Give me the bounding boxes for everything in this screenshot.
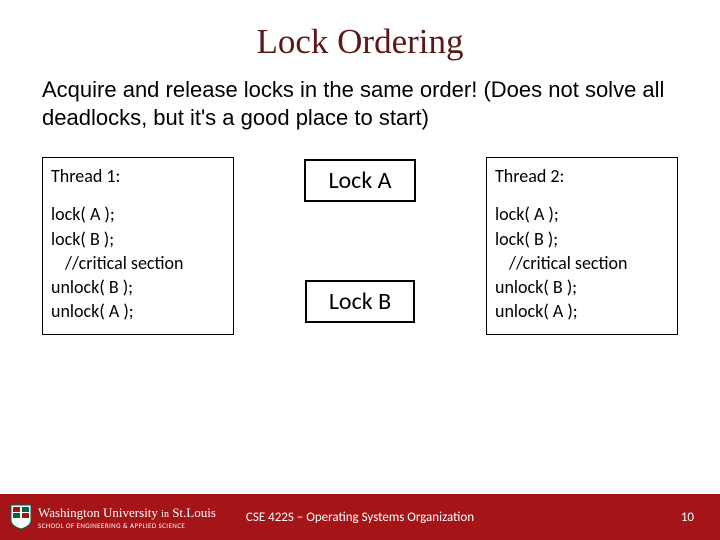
content-row: Thread 1: lock( A ); lock( B ); //critic… (0, 131, 720, 335)
lock-a-box: Lock A (304, 159, 415, 202)
thread1-header: Thread 1: (51, 164, 225, 188)
footer-page-number: 10 (681, 510, 694, 525)
thread1-line: //critical section (51, 251, 225, 275)
footer-course: CSE 422S – Operating Systems Organizatio… (0, 510, 720, 525)
thread1-line: lock( B ); (51, 227, 225, 251)
thread2-line: unlock( A ); (495, 299, 669, 323)
thread2-line: lock( A ); (495, 202, 669, 226)
thread2-line: lock( B ); (495, 227, 669, 251)
thread2-box: Thread 2: lock( A ); lock( B ); //critic… (486, 157, 678, 335)
thread1-box: Thread 1: lock( A ); lock( B ); //critic… (42, 157, 234, 335)
thread1-line: unlock( B ); (51, 275, 225, 299)
thread1-line: lock( A ); (51, 202, 225, 226)
thread1-line: unlock( A ); (51, 299, 225, 323)
footer-bar: Washington University in St.Louis SCHOOL… (0, 494, 720, 540)
slide-subtitle: Acquire and release locks in the same or… (0, 76, 720, 131)
slide-title: Lock Ordering (0, 0, 720, 76)
thread2-header: Thread 2: (495, 164, 669, 188)
thread2-line: unlock( B ); (495, 275, 669, 299)
lock-b-box: Lock B (305, 280, 415, 323)
thread2-line: //critical section (495, 251, 669, 275)
locks-column: Lock A Lock B (280, 157, 440, 335)
